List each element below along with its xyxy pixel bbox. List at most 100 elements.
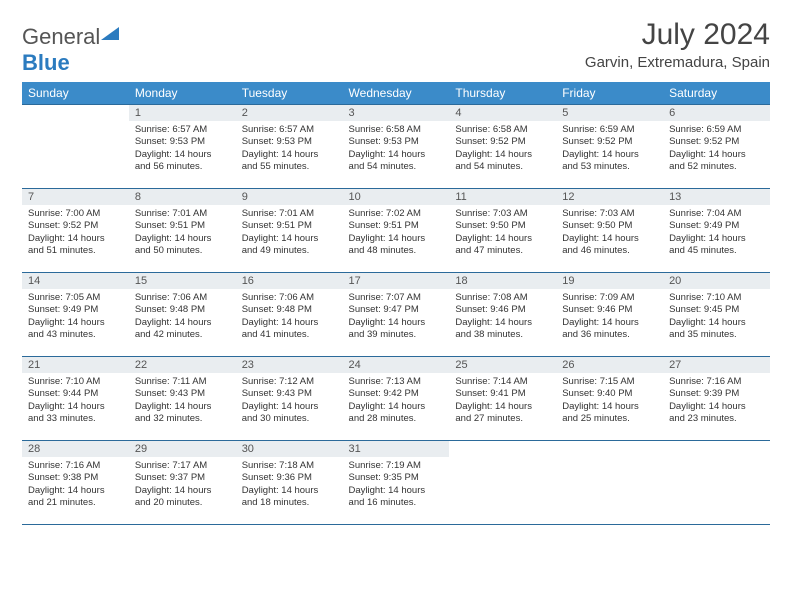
daylight-text: Daylight: 14 hours and 55 minutes. [242, 149, 337, 174]
day-details: Sunrise: 7:16 AMSunset: 9:38 PMDaylight:… [22, 457, 129, 513]
daylight-text: Daylight: 14 hours and 39 minutes. [349, 317, 444, 342]
sunset-text: Sunset: 9:51 PM [135, 220, 230, 232]
calendar-cell: 13Sunrise: 7:04 AMSunset: 9:49 PMDayligh… [663, 189, 770, 273]
calendar-cell: 22Sunrise: 7:11 AMSunset: 9:43 PMDayligh… [129, 357, 236, 441]
day-details: Sunrise: 7:06 AMSunset: 9:48 PMDaylight:… [129, 289, 236, 345]
sunset-text: Sunset: 9:43 PM [242, 388, 337, 400]
calendar-cell: 1Sunrise: 6:57 AMSunset: 9:53 PMDaylight… [129, 105, 236, 189]
calendar-cell: 21Sunrise: 7:10 AMSunset: 9:44 PMDayligh… [22, 357, 129, 441]
daylight-text: Daylight: 14 hours and 50 minutes. [135, 233, 230, 258]
daylight-text: Daylight: 14 hours and 47 minutes. [455, 233, 550, 258]
day-number: 8 [129, 189, 236, 205]
calendar-cell: 9Sunrise: 7:01 AMSunset: 9:51 PMDaylight… [236, 189, 343, 273]
sunrise-text: Sunrise: 7:00 AM [28, 208, 123, 220]
day-number: 20 [663, 273, 770, 289]
calendar-cell: 14Sunrise: 7:05 AMSunset: 9:49 PMDayligh… [22, 273, 129, 357]
day-number: 17 [343, 273, 450, 289]
logo-text: General Blue [22, 24, 120, 76]
sunset-text: Sunset: 9:50 PM [562, 220, 657, 232]
logo-part2: Blue [22, 50, 70, 75]
day-details: Sunrise: 7:05 AMSunset: 9:49 PMDaylight:… [22, 289, 129, 345]
day-details: Sunrise: 6:58 AMSunset: 9:52 PMDaylight:… [449, 121, 556, 177]
sunrise-text: Sunrise: 6:57 AM [135, 124, 230, 136]
sunset-text: Sunset: 9:45 PM [669, 304, 764, 316]
day-details: Sunrise: 7:00 AMSunset: 9:52 PMDaylight:… [22, 205, 129, 261]
calendar-cell: 20 Sunrise: 7:10 AMSunset: 9:45 PMDayligh… [663, 273, 770, 357]
daylight-text: Daylight: 14 hours and 56 minutes. [135, 149, 230, 174]
calendar-cell: 24Sunrise: 7:13 AMSunset: 9:42 PMDayligh… [343, 357, 450, 441]
calendar-cell: 2Sunrise: 6:57 AMSunset: 9:53 PMDaylight… [236, 105, 343, 189]
calendar-cell: 10Sunrise: 7:02 AMSunset: 9:51 PMDayligh… [343, 189, 450, 273]
daylight-text: Daylight: 14 hours and 30 minutes. [242, 401, 337, 426]
day-details: Sunrise: 7:01 AMSunset: 9:51 PMDaylight:… [129, 205, 236, 261]
day-details: Sunrise: 7:16 AMSunset: 9:39 PMDaylight:… [663, 373, 770, 429]
calendar-cell: 25Sunrise: 7:14 AMSunset: 9:41 PMDayligh… [449, 357, 556, 441]
calendar-cell: 29Sunrise: 7:17 AMSunset: 9:37 PMDayligh… [129, 441, 236, 525]
logo-part1: General [22, 24, 100, 49]
sunset-text: Sunset: 9:39 PM [669, 388, 764, 400]
day-details: Sunrise: 7:03 AMSunset: 9:50 PMDaylight:… [556, 205, 663, 261]
day-number: 9 [236, 189, 343, 205]
calendar-cell: 31Sunrise: 7:19 AMSunset: 9:35 PMDayligh… [343, 441, 450, 525]
sunrise-text: Sunrise: 7:19 AM [349, 460, 444, 472]
sunset-text: Sunset: 9:36 PM [242, 472, 337, 484]
calendar-cell: 17Sunrise: 7:07 AMSunset: 9:47 PMDayligh… [343, 273, 450, 357]
calendar-cell: 28Sunrise: 7:16 AMSunset: 9:38 PMDayligh… [22, 441, 129, 525]
sunrise-text: Sunrise: 7:11 AM [135, 376, 230, 388]
day-number: 1 [129, 105, 236, 121]
day-details: Sunrise: 7:19 AMSunset: 9:35 PMDaylight:… [343, 457, 450, 513]
day-number: 28 [22, 441, 129, 457]
day-number: 30 [236, 441, 343, 457]
day-details: Sunrise: 7:17 AMSunset: 9:37 PMDaylight:… [129, 457, 236, 513]
day-details: Sunrise: 7:13 AMSunset: 9:42 PMDaylight:… [343, 373, 450, 429]
sunrise-text: Sunrise: 7:15 AM [562, 376, 657, 388]
sunset-text: Sunset: 9:46 PM [562, 304, 657, 316]
day-number: 23 [236, 357, 343, 373]
day-details: Sunrise: 7:08 AMSunset: 9:46 PMDaylight:… [449, 289, 556, 345]
day-header: Friday [556, 82, 663, 105]
calendar-cell: 8Sunrise: 7:01 AMSunset: 9:51 PMDaylight… [129, 189, 236, 273]
sunset-text: Sunset: 9:46 PM [455, 304, 550, 316]
day-number: 16 [236, 273, 343, 289]
sunrise-text: Sunrise: 7:12 AM [242, 376, 337, 388]
day-number: 12 [556, 189, 663, 205]
sunset-text: Sunset: 9:43 PM [135, 388, 230, 400]
day-number: 18 [449, 273, 556, 289]
daylight-text: Daylight: 14 hours and 45 minutes. [669, 233, 764, 258]
daylight-text: Daylight: 14 hours and 18 minutes. [242, 485, 337, 510]
sunrise-text: Sunrise: 7:16 AM [669, 376, 764, 388]
calendar-cell: 23 Sunrise: 7:12 AMSunset: 9:43 PMDayligh… [236, 357, 343, 441]
daylight-text: Daylight: 14 hours and 46 minutes. [562, 233, 657, 258]
logo: General Blue [22, 18, 120, 76]
daylight-text: Daylight: 14 hours and 42 minutes. [135, 317, 230, 342]
calendar-week: 21Sunrise: 7:10 AMSunset: 9:44 PMDayligh… [22, 357, 770, 441]
calendar-cell: 27Sunrise: 7:16 AMSunset: 9:39 PMDayligh… [663, 357, 770, 441]
calendar-cell: 26Sunrise: 7:15 AMSunset: 9:40 PMDayligh… [556, 357, 663, 441]
calendar-cell: 4Sunrise: 6:58 AMSunset: 9:52 PMDaylight… [449, 105, 556, 189]
sunrise-text: Sunrise: 7:17 AM [135, 460, 230, 472]
day-number: 21 [22, 357, 129, 373]
day-number: 29 [129, 441, 236, 457]
day-number: 11 [449, 189, 556, 205]
daylight-text: Daylight: 14 hours and 43 minutes. [28, 317, 123, 342]
sunrise-text: Sunrise: 7:04 AM [669, 208, 764, 220]
day-details: Sunrise: 7:06 AMSunset: 9:48 PMDaylight:… [236, 289, 343, 345]
sunset-text: Sunset: 9:52 PM [669, 136, 764, 148]
day-details: Sunrise: 6:57 AMSunset: 9:53 PMDaylight:… [236, 121, 343, 177]
day-number: 22 [129, 357, 236, 373]
sunrise-text: Sunrise: 7:09 AM [562, 292, 657, 304]
logo-triangle-icon [100, 24, 120, 44]
sunrise-text: Sunrise: 7:01 AM [135, 208, 230, 220]
day-number: 19 [556, 273, 663, 289]
sunset-text: Sunset: 9:37 PM [135, 472, 230, 484]
calendar-cell: 11Sunrise: 7:03 AMSunset: 9:50 PMDayligh… [449, 189, 556, 273]
sunrise-text: Sunrise: 7:10 AM [669, 292, 764, 304]
sunrise-text: Sunrise: 6:58 AM [349, 124, 444, 136]
sunset-text: Sunset: 9:38 PM [28, 472, 123, 484]
calendar-cell: 7Sunrise: 7:00 AMSunset: 9:52 PMDaylight… [22, 189, 129, 273]
sunset-text: Sunset: 9:47 PM [349, 304, 444, 316]
sunset-text: Sunset: 9:52 PM [455, 136, 550, 148]
sunset-text: Sunset: 9:48 PM [242, 304, 337, 316]
day-header: Tuesday [236, 82, 343, 105]
daylight-text: Daylight: 14 hours and 35 minutes. [669, 317, 764, 342]
